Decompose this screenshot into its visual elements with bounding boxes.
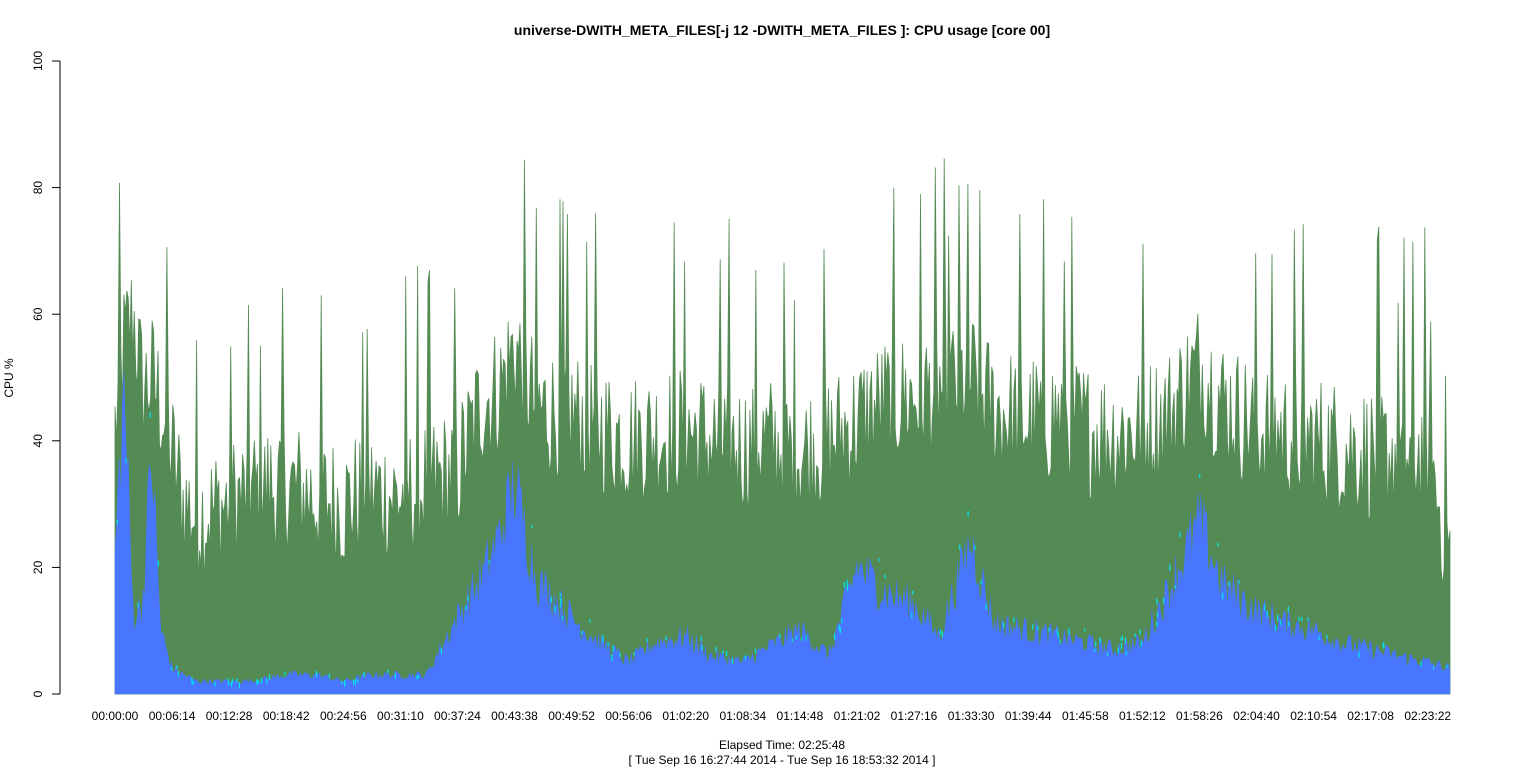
x-axis-title: Elapsed Time: 02:25:48 — [719, 738, 845, 752]
x-tick-label: 02:04:40 — [1233, 709, 1280, 723]
x-tick-label: 01:33:30 — [948, 709, 995, 723]
x-tick-label: 01:14:48 — [777, 709, 824, 723]
x-axis: 00:00:00 00:06:14 00:12:28 00:18:42 00:24:56… — [92, 709, 1452, 723]
series-area-total — [114, 158, 1451, 695]
x-tick-label: 00:56:06 — [605, 709, 652, 723]
y-tick-label: 100 — [31, 51, 45, 71]
y-tick-label: 60 — [31, 307, 45, 321]
y-tick-label: 20 — [31, 560, 45, 574]
x-tick-label: 01:08:34 — [719, 709, 766, 723]
y-tick-label: 40 — [31, 434, 45, 448]
y-axis: 0 20 40 60 80 100 — [31, 51, 61, 697]
x-tick-label: 01:58:26 — [1176, 709, 1223, 723]
x-tick-label: 00:18:42 — [263, 709, 310, 723]
series-area-user — [114, 371, 1451, 695]
y-tick-label: 0 — [31, 690, 45, 697]
chart-title: universe-DWITH_META_FILES[-j 12 -DWITH_M… — [514, 22, 1050, 38]
x-tick-label: 02:17:08 — [1347, 709, 1394, 723]
x-tick-label: 01:52:12 — [1119, 709, 1166, 723]
x-tick-label: 00:00:00 — [92, 709, 139, 723]
x-tick-label: 00:12:28 — [206, 709, 253, 723]
x-tick-label: 01:27:16 — [891, 709, 938, 723]
x-tick-label: 01:45:58 — [1062, 709, 1109, 723]
x-tick-label: 02:23:22 — [1404, 709, 1451, 723]
x-tick-label: 00:24:56 — [320, 709, 367, 723]
x-tick-label: 02:10:54 — [1290, 709, 1337, 723]
x-tick-label: 01:02:20 — [662, 709, 709, 723]
y-axis-title: CPU % — [2, 358, 16, 398]
x-tick-label: 01:21:02 — [834, 709, 881, 723]
x-tick-label: 01:39:44 — [1005, 709, 1052, 723]
x-axis-time-range: [ Tue Sep 16 16:27:44 2014 - Tue Sep 16 … — [629, 753, 936, 767]
x-tick-label: 00:49:52 — [548, 709, 595, 723]
x-tick-label: 00:06:14 — [149, 709, 196, 723]
x-tick-label: 00:43:38 — [491, 709, 538, 723]
y-tick-label: 80 — [31, 181, 45, 195]
x-tick-label: 00:31:10 — [377, 709, 424, 723]
x-tick-label: 00:37:24 — [434, 709, 481, 723]
plot-area — [114, 158, 1451, 695]
